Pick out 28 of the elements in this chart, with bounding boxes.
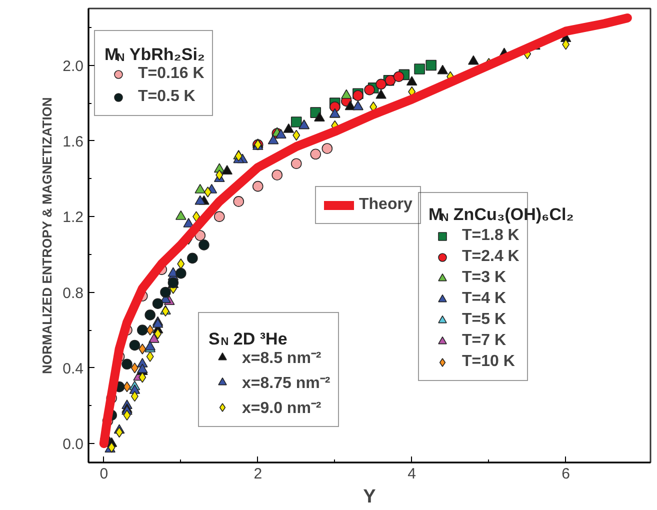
legend-label: Theory [359,195,412,215]
text: SN 2D ³He [208,329,288,348]
x-tick-label: 0 [100,466,108,482]
x-tick-label: 2 [254,466,262,482]
y-tick-label: 0.4 [62,360,84,378]
legend-label: x=8.75 nm⁻² [242,374,330,393]
y-tick-label: 1.6 [62,133,84,150]
y-axis-title: NORMALIZED ENTROPY & MAGNETIZATION [40,97,55,374]
legend-label: x=8.5 nm⁻² [242,350,322,367]
legend-label: x=9.0 nm⁻² [242,399,322,418]
legend-label: T=5 K [462,310,506,330]
x-axis-title: Y [363,486,376,508]
legend-label: T=3 K [462,268,506,288]
legend-label: T=4 K [462,289,506,309]
legend-label: T=1.8 K [462,226,520,246]
text: MN YbRh₂Si₂ [104,45,205,64]
text: MN ZnCu₃(OH)₆Cl₂ [428,204,574,224]
y-tick-label: 1.2 [62,209,84,226]
y-tick-label: 0.8 [62,284,84,302]
legend-label: T=0.5 K [138,87,196,107]
x-tick-label: 6 [562,466,570,482]
y-tick-label: 2.0 [62,58,84,75]
legend-label: T=7 K [462,331,506,351]
legend-label: T=10 K [462,352,515,372]
y-tick-label: 0.0 [62,436,84,454]
x-tick-label: 4 [408,466,416,482]
legend-label: T=0.16 K [138,64,204,84]
legend-label: T=2.4 K [462,247,520,267]
